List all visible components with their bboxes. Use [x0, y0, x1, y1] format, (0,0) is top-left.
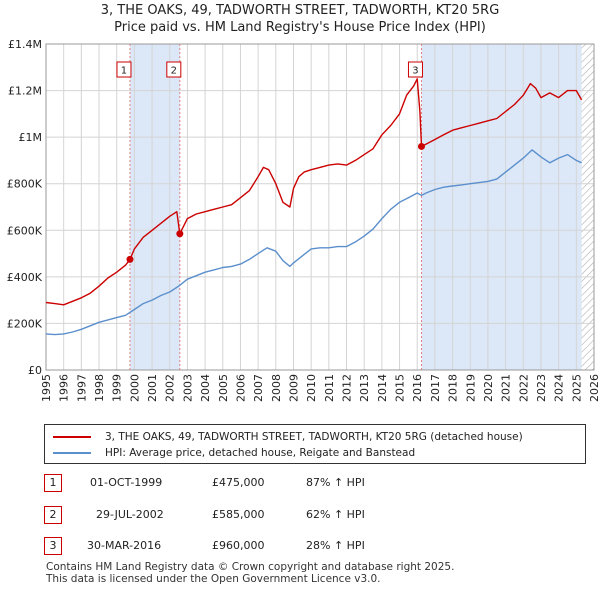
x-tick-label: 2022 [517, 374, 530, 402]
x-tick-label: 2025 [570, 374, 583, 402]
legend-label-hpi: HPI: Average price, detached house, Reig… [105, 447, 416, 459]
x-tick-label: 2012 [341, 374, 354, 402]
chart-title-line1: 3, THE OAKS, 49, TADWORTH STREET, TADWOR… [100, 3, 500, 18]
sale-point [176, 230, 184, 238]
x-tick-label: 2017 [429, 374, 442, 402]
legend-swatch-property [53, 436, 91, 438]
sale-number-box [166, 61, 182, 78]
sale-period-shade [421, 44, 582, 370]
chart-legend: 3, THE OAKS, 49, TADWORTH STREET, TADWOR… [44, 424, 586, 464]
x-tick-label: 2011 [323, 374, 336, 402]
y-tick-label: £400K [7, 271, 43, 284]
forecast-hatch [581, 44, 594, 370]
hpi-line [45, 149, 582, 336]
sale-point [126, 255, 134, 263]
y-tick-label: £600K [7, 224, 43, 237]
footer-copyright: Contains HM Land Registry data © Crown c… [46, 561, 455, 573]
transaction-hpi-change: 87% ↑ HPI [306, 476, 365, 489]
x-tick-label: 2016 [411, 374, 424, 402]
sale-point [417, 142, 425, 150]
x-tick-label: 2015 [394, 374, 407, 402]
transaction-hpi-change: 62% ↑ HPI [306, 508, 365, 521]
x-tick-label: 2026 [588, 374, 600, 402]
sale-number-label: 1 [121, 66, 127, 77]
legend-item-hpi: HPI: Average price, detached house, Reig… [53, 445, 415, 461]
x-tick-label: 2006 [234, 374, 247, 402]
x-tick-label: 1996 [58, 374, 71, 402]
x-tick-label: 1999 [111, 374, 124, 402]
transaction-date: 01-OCT-1999 [90, 476, 163, 489]
y-tick-label: £1.4M [8, 38, 42, 51]
transaction-date: 30-MAR-2016 [87, 539, 162, 552]
x-tick-label: 2013 [358, 374, 371, 402]
legend-swatch-hpi [53, 452, 91, 454]
x-tick-label: 2001 [146, 374, 159, 402]
x-tick-label: 2009 [287, 374, 300, 402]
x-tick-label: 2004 [199, 374, 212, 402]
y-tick-label: £800K [7, 178, 43, 191]
property-price-line [45, 78, 583, 306]
legend-item-property: 3, THE OAKS, 49, TADWORTH STREET, TADWOR… [53, 429, 523, 445]
x-tick-label: 1998 [93, 374, 106, 402]
y-tick-label: £200K [7, 317, 43, 330]
x-tick-label: 2010 [305, 374, 318, 402]
transaction-date: 29-JUL-2002 [96, 508, 164, 521]
x-tick-label: 1995 [40, 374, 53, 402]
transaction-number-badge: 1 [44, 474, 62, 492]
x-tick-label: 2008 [270, 374, 283, 402]
y-tick-label: £0 [28, 364, 42, 377]
chart-title-line2: Price paid vs. HM Land Registry's House … [114, 20, 486, 35]
transaction-price: £585,000 [212, 508, 265, 521]
x-tick-label: 2003 [181, 374, 194, 402]
sale-number-box [407, 61, 423, 78]
plot-frame [45, 43, 595, 371]
sale-period-shade [129, 44, 180, 370]
sale-number-box [116, 61, 132, 78]
y-tick-label: £1M [19, 131, 43, 144]
transaction-number-badge: 2 [44, 506, 62, 524]
legend-label-property: 3, THE OAKS, 49, TADWORTH STREET, TADWOR… [105, 431, 523, 443]
x-tick-label: 2019 [464, 374, 477, 402]
x-tick-label: 2018 [447, 374, 460, 402]
x-tick-label: 2005 [217, 374, 230, 402]
price-chart: £0 £200K £400K £600K £800K £1M £1.2M £1.4M 1995 1… [7, 38, 600, 402]
transaction-number-badge: 3 [44, 537, 62, 555]
footer-licence: This data is licensed under the Open Gov… [46, 573, 381, 585]
x-tick-label: 2000 [128, 374, 141, 402]
transaction-price: £475,000 [212, 476, 265, 489]
sale-number-label: 3 [412, 66, 418, 77]
x-tick-label: 1997 [75, 374, 88, 402]
transaction-hpi-change: 28% ↑ HPI [306, 539, 365, 552]
x-tick-label: 2007 [252, 374, 265, 402]
x-tick-label: 2023 [535, 374, 548, 402]
x-tick-label: 2020 [482, 374, 495, 402]
transaction-price: £960,000 [212, 539, 265, 552]
sale-number-label: 2 [171, 66, 177, 77]
x-tick-label: 2024 [553, 374, 566, 402]
x-tick-label: 2014 [376, 374, 389, 402]
x-tick-label: 2021 [500, 374, 513, 402]
x-tick-label: 2002 [164, 374, 177, 402]
y-tick-label: £1.2M [8, 85, 42, 98]
